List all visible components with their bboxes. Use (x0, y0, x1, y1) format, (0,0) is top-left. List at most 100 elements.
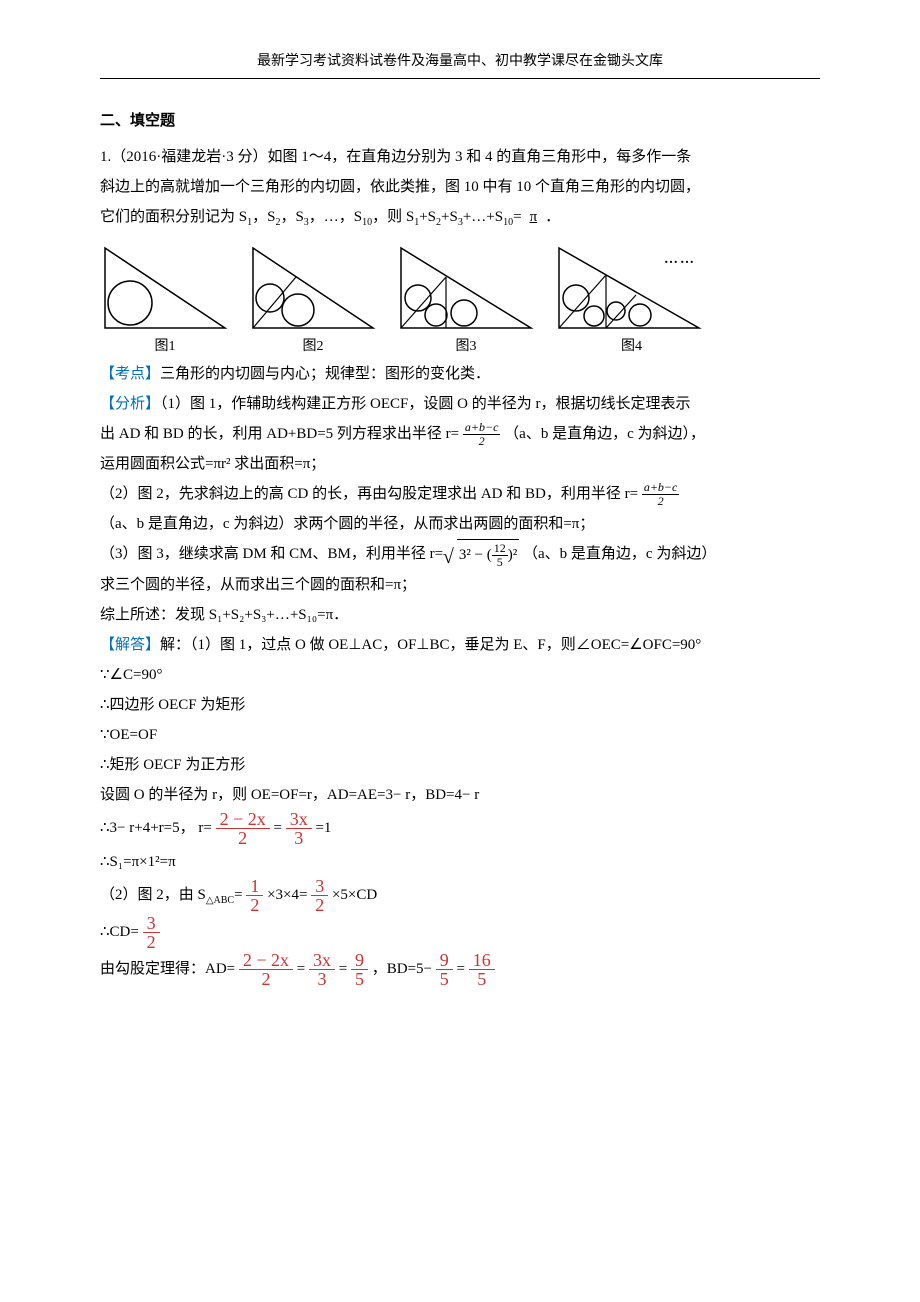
frac-r-1: 2 − 2x2 (216, 810, 270, 847)
abc-sub: △ABC (206, 895, 234, 906)
sqrt-pre: 3² − ( (459, 547, 492, 563)
figure-1: 图1 (100, 243, 230, 355)
figure-2: 图2 (248, 243, 378, 355)
frac-abc-2: a+b−c2 (642, 481, 680, 508)
jieda-line9-pre: （2）图 2，由 S (100, 887, 206, 903)
frac-3-2-a: 32 (311, 877, 328, 914)
jieda9-end: ×5×CD (332, 887, 377, 903)
jieda-line7-pre: ∴3− r+4+r=5， r= (100, 820, 212, 836)
plus2: +S (441, 209, 458, 225)
frac-16-5-den: 5 (469, 970, 495, 988)
fenxi-label: 【分析】 (100, 396, 160, 412)
kaodian-label: 【考点】 (100, 366, 160, 382)
frac-12-5-den: 5 (492, 556, 508, 569)
frac-cd-num: 3 (143, 914, 160, 933)
triangle-4-svg: …… (554, 243, 709, 333)
jieda-label: 【解答】 (100, 637, 160, 653)
frac-r1-num: 2 − 2x (216, 810, 270, 829)
figure-3: 图3 (396, 243, 536, 355)
triangle-1-svg (100, 243, 230, 333)
frac-3-2-den-a: 2 (311, 896, 328, 914)
bd-seg: ，BD=5− (372, 961, 432, 977)
sqrt-post: )² (508, 547, 518, 563)
eq-bd: = (457, 961, 465, 977)
fenxi-line7: 求三个圆的半径，从而求出三个圆的面积和=π； (100, 577, 416, 593)
jieda-line11-pre: 由勾股定理得：AD= (100, 961, 235, 977)
jieda-eq1: = (273, 820, 281, 836)
plus1: +S (419, 209, 436, 225)
frac-r-2: 3x3 (286, 810, 312, 847)
frac-ad1-num: 2 − 2x (239, 951, 293, 970)
frac-12-5: 125 (492, 542, 508, 569)
sqrt-formula: 3² − (125)² (447, 539, 519, 570)
jieda-line3: ∴四边形 OECF 为矩形 (100, 697, 245, 713)
kaodian-text: 三角形的内切圆与内心；规律型：图形的变化类． (160, 366, 490, 382)
comma-1: ，S (252, 209, 275, 225)
triangle-2-svg (248, 243, 378, 333)
problem-line1: 1.（2016·福建龙岩·3 分）如图 1～4，在直角边分别为 3 和 4 的直… (100, 149, 691, 165)
fenxi-line2-pre: 出 AD 和 BD 的长，利用 AD+BD=5 列方程求出半径 r= (100, 426, 459, 442)
frac-ad2-num: 3x (309, 951, 335, 970)
header-text: 最新学习考试资料试卷件及海量高中、初中教学课尽在金锄头文库 (257, 54, 663, 69)
frac-ad1-den: 2 (239, 970, 293, 988)
frac-16-5: 165 (469, 951, 495, 988)
frac-r2-den: 3 (286, 829, 312, 847)
period: ． (545, 209, 560, 225)
figure-4-caption: 图4 (554, 335, 709, 355)
fenxi-line6-pre: （3）图 3，继续求高 DM 和 CM、BM，利用半径 r= (100, 546, 443, 562)
frac-half-num1: 1 (246, 877, 263, 896)
page-header: 最新学习考试资料试卷件及海量高中、初中教学课尽在金锄头文库 (100, 50, 820, 70)
jieda-line6: 设圆 O 的半径为 r，则 OE=OF=r，AD=AE=3− r，BD=4− r (100, 787, 479, 803)
fenxi-line2-post: （a、b 是直角边，c 为斜边）， (504, 426, 705, 442)
frac-half-1: 12 (246, 877, 263, 914)
jieda9-post: ×3×4= (267, 887, 307, 903)
answer-blank: π (522, 209, 546, 225)
dots-seg: ，…，S (309, 209, 362, 225)
problem-line3-pre: 它们的面积分别记为 S (100, 209, 247, 225)
fenxi-line1: （1）图 1，作辅助线构建正方形 OECF，设圆 O 的半径为 r，根据切线长定… (160, 396, 690, 412)
frac-16-5-num: 16 (469, 951, 495, 970)
figure-3-caption: 图3 (396, 335, 536, 355)
jieda-line1: 解：（1）图 1，过点 O 做 OE⊥AC，OF⊥BC，垂足为 E、F，则∠OE… (160, 637, 701, 653)
then-seg: ，则 S (372, 209, 414, 225)
frac-abc-num: a+b−c (463, 421, 501, 435)
jieda-line10-pre: ∴CD= (100, 924, 139, 940)
header-divider (100, 78, 820, 79)
frac-9-5-den-b: 5 (436, 970, 453, 988)
frac-abc-den2: 2 (642, 495, 680, 508)
fenxi-line4: （2）图 2，先求斜边上的高 CD 的长，再由勾股定理求出 AD 和 BD，利用… (100, 486, 638, 502)
eq-ad2: = (339, 961, 347, 977)
section-title: 二、填空题 (100, 109, 820, 130)
frac-9-5-num-a: 9 (351, 951, 368, 970)
fenxi-line8: 综上所述：发现 S₁+S₂+S₃+…+S₁₀=π． (100, 607, 348, 623)
frac-3-2-num-a: 3 (311, 877, 328, 896)
analysis-block: 【考点】三角形的内切圆与内心；规律型：图形的变化类． 【分析】（1）图 1，作辅… (100, 359, 820, 988)
figure-2-caption: 图2 (248, 335, 378, 355)
jieda-line4: ∵OE=OF (100, 727, 157, 743)
frac-9-5-b: 95 (436, 951, 453, 988)
frac-cd: 32 (143, 914, 160, 951)
document-page: 最新学习考试资料试卷件及海量高中、初中教学课尽在金锄头文库 二、填空题 1.（2… (0, 0, 920, 1302)
frac-abc-1: a+b−c2 (463, 421, 501, 448)
frac-9-5-num-b: 9 (436, 951, 453, 970)
problem-line2: 斜边上的高就增加一个三角形的内切圆，依此类推，图 10 中有 10 个直角三角形… (100, 179, 700, 195)
frac-9-5-den-a: 5 (351, 970, 368, 988)
eq-abc: = (234, 887, 242, 903)
figures-row: 图1 图2 图3 (100, 243, 820, 355)
frac-ad-2: 3x3 (309, 951, 335, 988)
figure-4: …… 图4 (554, 243, 709, 355)
frac-abc-num2: a+b−c (642, 481, 680, 495)
jieda-line8: ∴S₁=π×1²=π (100, 854, 176, 870)
frac-ad2-den: 3 (309, 970, 335, 988)
jieda-line2: ∵∠C=90° (100, 667, 162, 683)
problem-text: 1.（2016·福建龙岩·3 分）如图 1～4，在直角边分别为 3 和 4 的直… (100, 142, 820, 233)
frac-abc-den: 2 (463, 435, 501, 448)
fenxi-line6-post: （a、b 是直角边，c 为斜边） (523, 546, 716, 562)
frac-12-5-num: 12 (492, 542, 508, 556)
frac-9-5-a: 95 (351, 951, 368, 988)
frac-cd-den: 2 (143, 933, 160, 951)
frac-r2-num: 3x (286, 810, 312, 829)
figure-1-caption: 图1 (100, 335, 230, 355)
frac-ad-1: 2 − 2x2 (239, 951, 293, 988)
eq-ad1: = (297, 961, 305, 977)
